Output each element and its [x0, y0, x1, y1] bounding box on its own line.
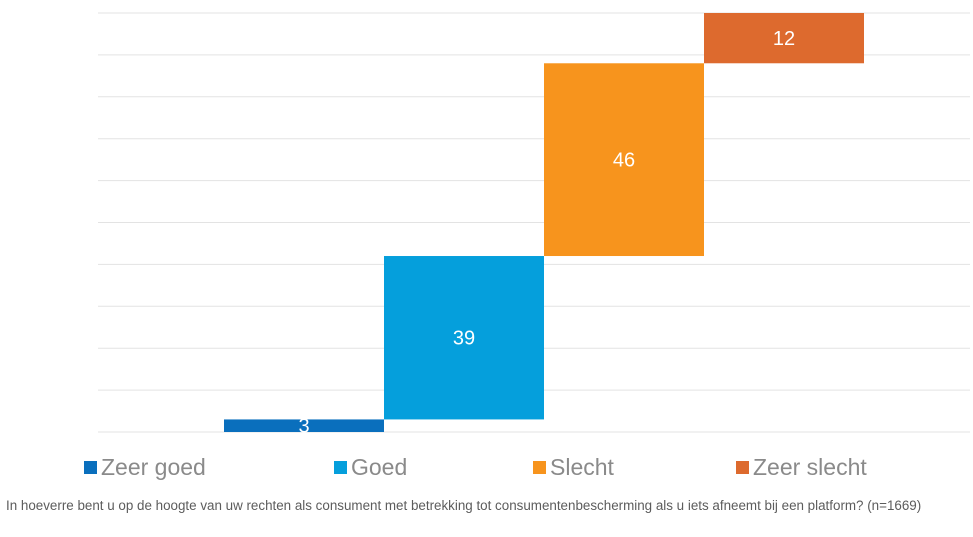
waterfall-chart: 3 39 46 12: [98, 12, 970, 438]
data-labels: 3 39 46 12: [298, 28, 795, 438]
legend-label: Zeer slecht: [753, 454, 867, 480]
data-label: 39: [453, 328, 475, 350]
bar-zeer-slecht: [704, 13, 864, 64]
legend-label: Zeer goed: [101, 454, 206, 480]
legend-label: Slecht: [550, 454, 614, 480]
bar-goed: [384, 256, 544, 420]
legend-item-zeer-slecht: Zeer slecht: [736, 454, 867, 481]
legend-item-slecht: Slecht: [533, 454, 614, 481]
legend-swatch: [334, 461, 347, 474]
legend-swatch: [533, 461, 546, 474]
legend-swatch: [736, 461, 749, 474]
data-label: 3: [298, 416, 309, 438]
data-label: 46: [613, 150, 635, 172]
legend-label: Goed: [351, 454, 408, 480]
legend: Zeer goed Goed Slecht Zeer slecht: [84, 454, 944, 486]
bar-slecht: [544, 63, 704, 257]
bar-zeer-goed: [224, 419, 384, 432]
data-label: 12: [773, 28, 795, 50]
legend-swatch: [84, 461, 97, 474]
bars: [224, 13, 864, 432]
legend-item-goed: Goed: [334, 454, 407, 481]
legend-item-zeer-goed: Zeer goed: [84, 454, 206, 481]
chart-caption: In hoeverre bent u op de hoogte van uw r…: [6, 498, 922, 513]
